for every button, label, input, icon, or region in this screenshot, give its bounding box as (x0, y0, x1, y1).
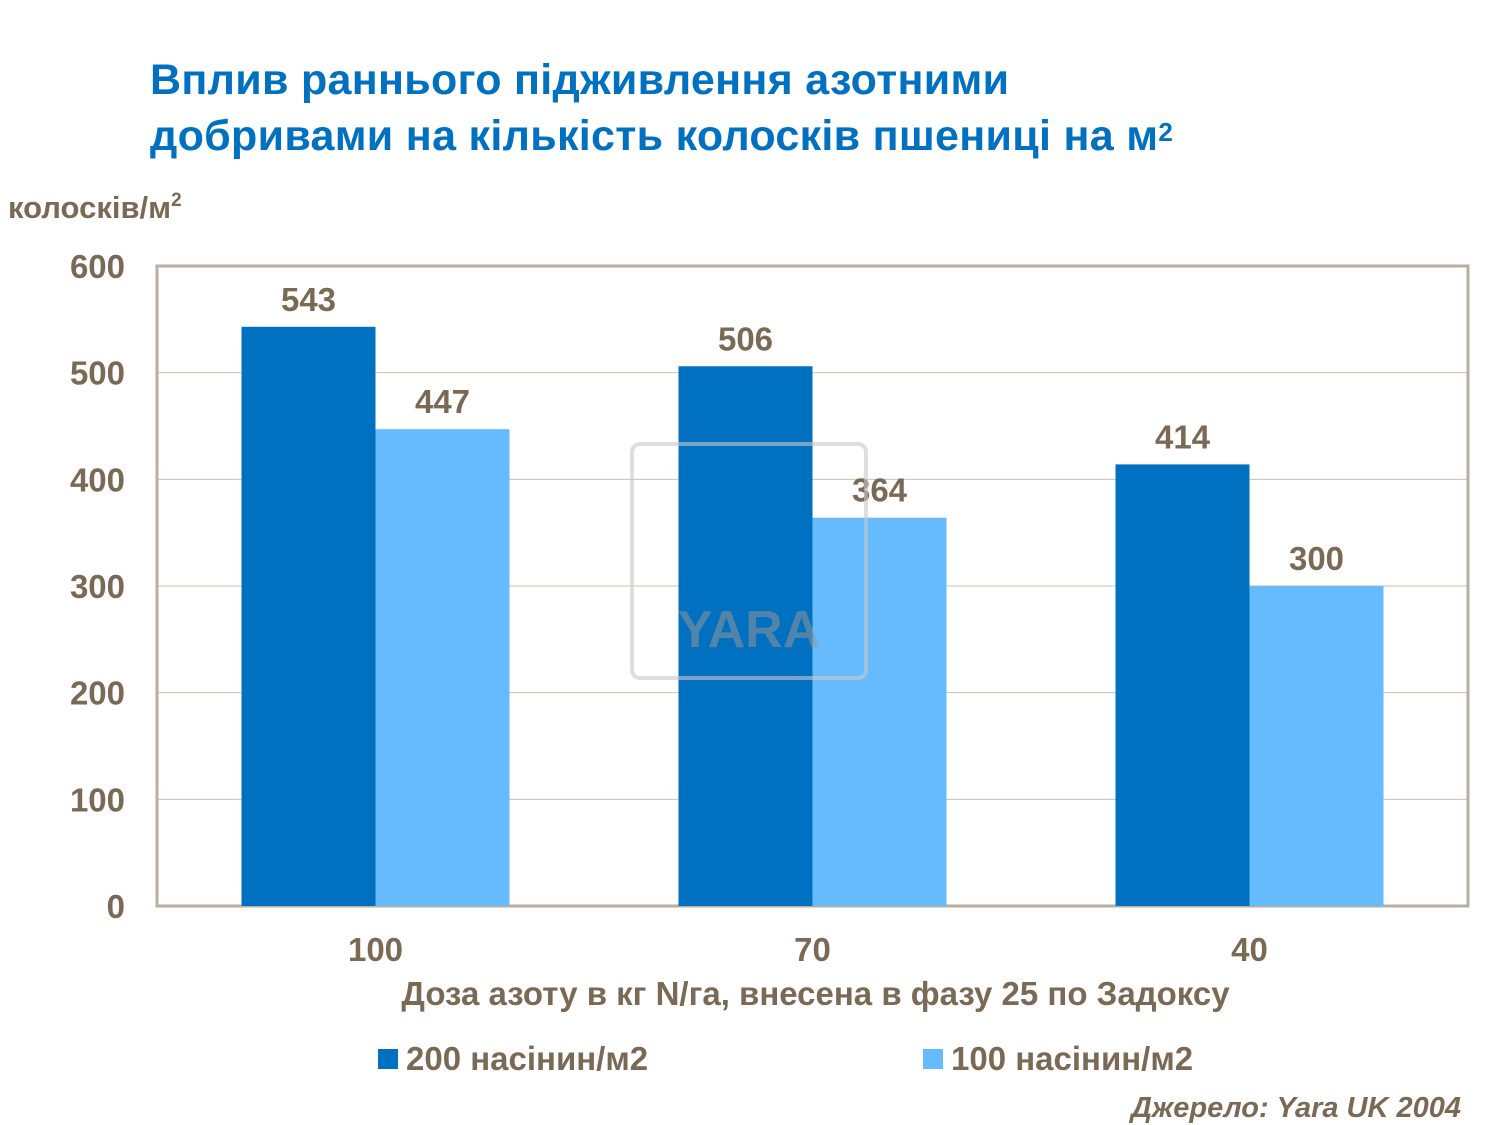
bar-2-70 (812, 517, 947, 906)
x-tick-label: 100 (348, 931, 403, 968)
legend-swatch (378, 1049, 398, 1069)
legend-item-series2: 100 насінин/м2 (923, 1040, 1193, 1078)
title-line-1: Вплив раннього підживлення азотними (150, 56, 1010, 104)
bar-2-40 (1249, 586, 1384, 906)
legend-swatch (923, 1049, 943, 1069)
bar-2-100 (375, 429, 510, 906)
y-tick-label: 600 (70, 248, 125, 285)
bar-1-100 (241, 326, 376, 906)
y-tick-label: 400 (70, 461, 125, 498)
data-label: 447 (415, 383, 470, 420)
data-label: 414 (1155, 418, 1211, 455)
y-tick-label: 200 (70, 675, 125, 712)
y-tick-label: 100 (70, 781, 125, 818)
legend-item-series1: 200 насінин/м2 (378, 1040, 648, 1078)
x-tick-label: 70 (794, 931, 831, 968)
data-label: 364 (852, 472, 908, 509)
data-label: 506 (718, 320, 773, 357)
y-tick-label: 300 (70, 568, 125, 605)
bar-1-70 (678, 366, 813, 906)
y-tick-label: 0 (107, 888, 125, 925)
data-label: 543 (281, 281, 336, 318)
data-label: 300 (1289, 540, 1344, 577)
bar-1-40 (1115, 464, 1250, 906)
title-line-2: добривами на кількість колосків пшениці … (150, 112, 1174, 160)
x-axis-title: Доза азоту в кг N/га, внесена в фазу 25 … (401, 975, 1230, 1012)
y-tick-label: 500 (70, 355, 125, 392)
source-note: Джерело: Yara UK 2004 (1130, 1092, 1461, 1124)
y-axis-label: колосків/м2 (8, 190, 182, 225)
chart-title: Вплив раннього підживлення азотними добр… (150, 52, 1173, 164)
x-tick-label: 40 (1231, 931, 1268, 968)
